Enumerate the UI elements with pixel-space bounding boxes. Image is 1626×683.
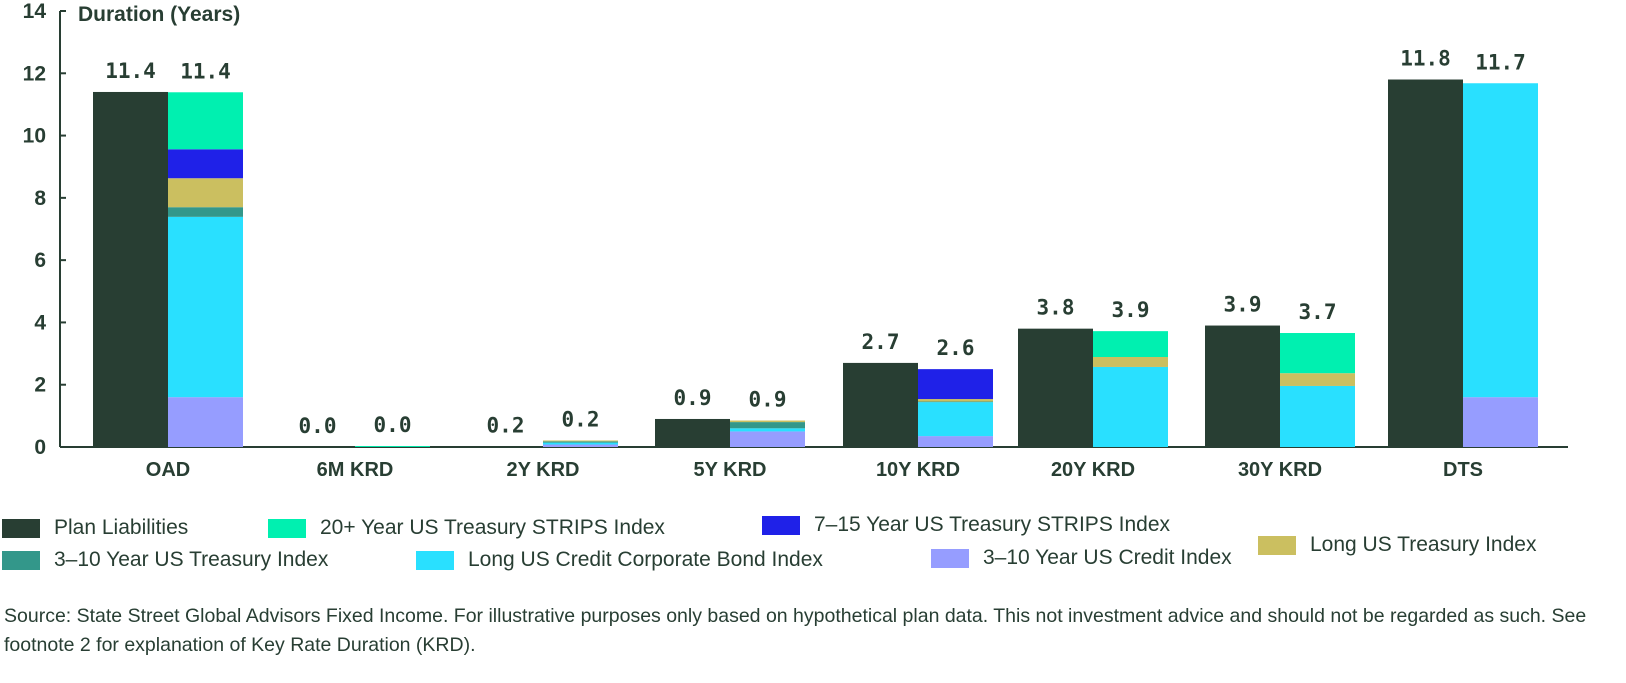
bar-segment-20-year-us-treasury-strips-index: [1093, 331, 1168, 357]
legend-item-20plus-strips: 20+ Year US Treasury STRIPS Index: [268, 516, 665, 540]
legend-item-3-10-credit: 3–10 Year US Credit Index: [931, 546, 1232, 570]
bar-segment-3-10-year-us-treasury-index: [730, 422, 805, 429]
legend-label: 3–10 Year US Credit Index: [983, 546, 1232, 569]
data-label-plan: 0.9: [674, 386, 712, 410]
data-label-plan: 2.7: [862, 330, 900, 354]
data-label-plan: 0.2: [487, 413, 525, 437]
bar-segment-long-us-treasury-index: [1093, 356, 1168, 367]
bar-segment-3-10-year-us-credit-index: [1463, 397, 1538, 447]
legend-label: Long US Credit Corporate Bond Index: [468, 548, 823, 571]
data-label-plan: 3.8: [1037, 296, 1075, 320]
bar-segment-3-10-year-us-treasury-index: [543, 441, 618, 443]
data-label-plan: 0.0: [299, 414, 337, 438]
y-tick-label: 14: [23, 0, 47, 23]
legend-swatch: [2, 518, 40, 538]
x-tick-label: 20Y KRD: [1051, 459, 1135, 481]
legend-item-7-15-strips: 7–15 Year US Treasury STRIPS Index: [762, 513, 1170, 537]
legend-label: Plan Liabilities: [54, 516, 189, 539]
bar-plan-liabilities: [1018, 328, 1093, 447]
bar-segment-long-us-treasury-index: [543, 440, 618, 442]
data-label-portfolio: 2.6: [937, 336, 975, 360]
bar-segment-long-us-credit-corporate-bond-index: [1463, 83, 1538, 398]
legend-label: Long US Treasury Index: [1310, 533, 1537, 556]
bar-segment-3-10-year-us-credit-index: [543, 444, 618, 447]
bar-segment-3-10-year-us-treasury-index: [918, 401, 993, 403]
source-footnote: Source: State Street Global Advisors Fix…: [4, 605, 1587, 656]
bar-segment-long-us-credit-corporate-bond-index: [168, 216, 243, 398]
bar-segment-3-10-year-us-credit-index: [730, 431, 805, 447]
data-label-portfolio: 3.9: [1112, 298, 1150, 322]
x-tick-label: 6M KRD: [317, 459, 394, 481]
bar-segment-long-us-treasury-index: [918, 399, 993, 402]
legend-label: 7–15 Year US Treasury STRIPS Index: [814, 513, 1171, 536]
x-tick-label: 5Y KRD: [694, 459, 767, 481]
x-tick-label: 2Y KRD: [507, 459, 580, 481]
data-label-portfolio: 0.0: [374, 413, 412, 437]
bar-plan-liabilities: [1205, 325, 1280, 447]
bar-segment-7-15-year-us-treasury-strips-index: [168, 149, 243, 179]
legend-swatch: [931, 548, 969, 568]
data-label-portfolio: 11.4: [180, 59, 231, 83]
y-axis-title: Duration (Years): [78, 3, 240, 26]
y-tick-label: 4: [34, 311, 46, 334]
x-tick-label: 30Y KRD: [1238, 459, 1322, 481]
legend-label: 3–10 Year US Treasury Index: [54, 548, 329, 571]
legend-swatch: [762, 515, 800, 535]
data-label-plan: 11.4: [105, 59, 156, 83]
legend-swatch: [1258, 535, 1296, 555]
legend-item-3-10-treasury: 3–10 Year US Treasury Index: [2, 548, 328, 572]
y-tick-label: 6: [34, 249, 46, 272]
bar-segment-3-10-year-us-treasury-index: [168, 207, 243, 217]
data-label-portfolio: 0.9: [749, 388, 787, 412]
legend-swatch: [2, 550, 40, 570]
x-tick-label: OAD: [146, 459, 190, 481]
y-tick-label: 10: [23, 125, 46, 148]
bar-plan-liabilities: [93, 91, 168, 447]
bar-plan-liabilities: [1388, 79, 1463, 447]
legend-label: 20+ Year US Treasury STRIPS Index: [320, 516, 665, 539]
y-tick-label: 12: [23, 62, 46, 85]
bar-plan-liabilities: [468, 446, 543, 447]
bar-segment-7-15-year-us-treasury-strips-index: [918, 369, 993, 400]
data-label-portfolio: 11.7: [1475, 50, 1526, 74]
bar-segment-long-us-treasury-index: [168, 178, 243, 208]
data-label-portfolio: 3.7: [1299, 300, 1337, 324]
bar-segment-3-10-year-us-credit-index: [918, 436, 993, 447]
bar-segment-long-us-credit-corporate-bond-index: [918, 402, 993, 437]
bar-segment-long-us-treasury-index: [1280, 373, 1355, 386]
legend-item-long-treasury: Long US Treasury Index: [1258, 533, 1536, 557]
bar-segment-long-us-credit-corporate-bond-index: [543, 442, 618, 445]
bar-plan-liabilities: [843, 362, 918, 447]
x-tick-label: DTS: [1443, 459, 1483, 481]
legend-item-plan-liabilities: Plan Liabilities: [2, 516, 188, 540]
y-tick-label: 0: [34, 436, 46, 459]
bar-segment-20-year-us-treasury-strips-index: [168, 92, 243, 150]
legend-item-long-credit: Long US Credit Corporate Bond Index: [416, 548, 823, 572]
data-label-plan: 11.8: [1400, 47, 1451, 71]
bar-segment-20-year-us-treasury-strips-index: [1280, 333, 1355, 374]
x-tick-label: 10Y KRD: [876, 459, 960, 481]
y-tick-label: 2: [34, 374, 46, 397]
legend-swatch: [268, 518, 306, 538]
bar-segment-20-year-us-treasury-strips-index: [355, 446, 430, 447]
bar-segment-long-us-treasury-index: [730, 420, 805, 423]
bar-segment-3-10-year-us-credit-index: [168, 397, 243, 447]
stacked-bar-chart: 0 2 4 6 8 10 12 14 Duration (Years) OAD 11.4 11.4 6M…: [23, 0, 1568, 481]
bar-plan-liabilities: [655, 418, 730, 447]
bar-segment-long-us-credit-corporate-bond-index: [730, 428, 805, 432]
y-tick-label: 8: [34, 187, 46, 210]
data-label-portfolio: 0.2: [562, 407, 600, 431]
bar-segment-long-us-credit-corporate-bond-index: [1093, 366, 1168, 447]
legend-swatch: [416, 550, 454, 570]
bar-segment-long-us-credit-corporate-bond-index: [1280, 385, 1355, 447]
data-label-plan: 3.9: [1224, 293, 1262, 317]
